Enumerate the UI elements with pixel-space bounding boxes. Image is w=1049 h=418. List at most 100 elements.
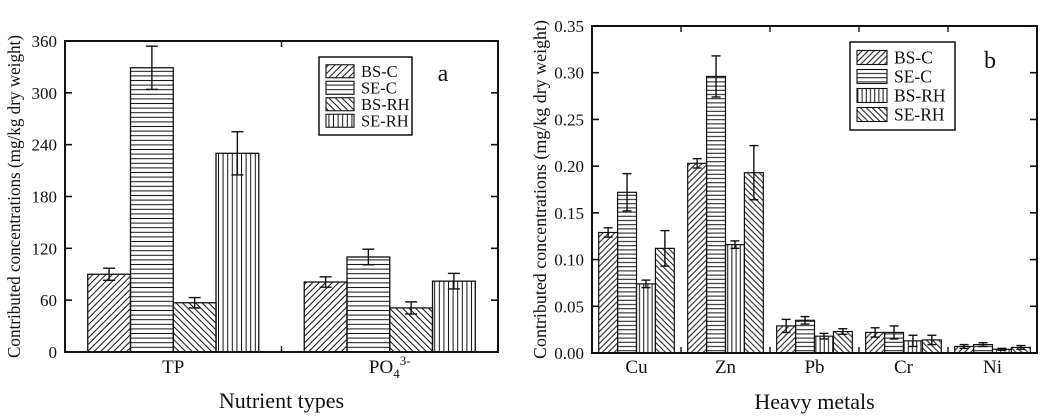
error-bar — [781, 318, 791, 334]
y-tick-label: 180 — [32, 188, 58, 207]
bar — [598, 231, 619, 354]
legend-swatch — [325, 113, 355, 128]
y-axis-title: Contributed concentrations (mg/kg dry we… — [530, 20, 551, 359]
legend-label: BS-C — [894, 48, 933, 68]
error-bar — [447, 272, 460, 290]
legend-label: BS-C — [361, 62, 398, 81]
error-bar — [908, 334, 918, 348]
y-tick-label: 0.05 — [554, 297, 584, 316]
y-tick-label: 300 — [32, 84, 58, 103]
error-bar — [819, 332, 829, 340]
y-axis-title: Contributed concentrations (mg/kg dry we… — [4, 35, 25, 358]
category-label: Ni — [983, 357, 1002, 378]
category-label: Zn — [715, 357, 737, 378]
legend-item: BS-RH — [325, 95, 410, 114]
legend-label: SE-C — [361, 78, 397, 97]
bar — [616, 191, 638, 354]
legend-item: SE-C — [325, 78, 397, 97]
panel-b-chart: 0.00 0.05 0.10 0.15 0.20 0.25 0.30 0.35 Cu Zn Pb Cr… — [530, 17, 1038, 414]
error-bar — [641, 279, 651, 289]
panel-a-chart: 0 60 120 180 240 300 360 TP PO43- Nutrient types C… — [4, 32, 499, 413]
panel-letter: b — [984, 48, 996, 74]
category-label: Cr — [894, 357, 914, 378]
legend-item: BS-C — [325, 62, 398, 81]
error-bar — [889, 325, 899, 340]
y-tick-label: 360 — [32, 32, 58, 51]
legend-label: BS-RH — [894, 86, 946, 106]
y-tick-label: 0.35 — [554, 17, 584, 36]
legend-swatch — [325, 64, 355, 79]
y-tick-label: 240 — [32, 136, 58, 155]
legend-label: SE-C — [894, 67, 932, 87]
legend-label: SE-RH — [361, 111, 409, 130]
legend-item: SE-RH — [325, 111, 409, 130]
error-bar — [103, 267, 116, 281]
bar — [87, 273, 132, 353]
error-bar — [362, 248, 375, 266]
error-bar — [711, 55, 721, 98]
bar — [389, 307, 434, 353]
bar — [346, 256, 391, 353]
panel-letter: a — [438, 61, 449, 87]
category-label: Pb — [804, 357, 824, 378]
y-tick-label: 0.30 — [554, 64, 584, 83]
error-bar — [660, 229, 670, 267]
y-tick-label: 120 — [32, 239, 58, 258]
legend-swatch — [856, 68, 888, 85]
y-tick-label: 0.15 — [554, 204, 584, 223]
legend-swatch — [856, 106, 888, 123]
error-bar — [1016, 344, 1026, 350]
error-bar — [231, 131, 244, 176]
bar — [303, 281, 348, 353]
legend-item: SE-C — [856, 67, 932, 87]
bar — [215, 152, 260, 353]
error-bar — [749, 144, 759, 201]
category-label: TP — [162, 357, 184, 378]
bar — [635, 283, 657, 354]
category-label: Cu — [625, 357, 648, 378]
bar — [172, 302, 217, 353]
bar — [794, 319, 816, 354]
legend-item: BS-C — [856, 48, 933, 68]
y-tick-label: 60 — [40, 291, 57, 310]
y-tick-label: 0.00 — [554, 344, 584, 363]
error-bar — [959, 343, 969, 350]
x-axis-title: Heavy metals — [754, 389, 874, 414]
error-bar — [405, 301, 418, 315]
legend-swatch — [856, 49, 888, 66]
error-bar — [603, 227, 613, 238]
error-bar — [927, 334, 937, 346]
legend-item: BS-RH — [856, 86, 946, 106]
y-tick-label: 0.25 — [554, 110, 584, 129]
error-bar — [145, 45, 158, 91]
error-bar — [800, 315, 810, 325]
error-bar — [319, 276, 332, 288]
y-tick-label: 0.10 — [554, 251, 584, 270]
category-label: PO43- — [369, 353, 411, 381]
error-bar — [622, 172, 632, 212]
legend-swatch — [325, 80, 355, 95]
error-bar — [838, 328, 848, 336]
error-bar — [978, 342, 988, 348]
bar — [687, 162, 708, 354]
error-bar — [870, 327, 880, 338]
x-axis-title: Nutrient types — [219, 388, 344, 413]
legend-swatch — [325, 97, 355, 112]
y-tick-label: 0.20 — [554, 157, 584, 176]
bar — [129, 67, 174, 353]
error-bar — [997, 347, 1007, 351]
legend-swatch — [856, 87, 888, 104]
bar — [431, 280, 476, 353]
legend-item: SE-RH — [856, 105, 945, 125]
error-bar — [730, 240, 740, 250]
bar — [724, 244, 746, 354]
error-bar — [188, 296, 201, 309]
bar — [705, 75, 727, 354]
error-bar — [692, 157, 702, 169]
legend-label: BS-RH — [361, 95, 410, 114]
y-tick-label: 0 — [49, 343, 58, 362]
legend-label: SE-RH — [894, 105, 945, 125]
